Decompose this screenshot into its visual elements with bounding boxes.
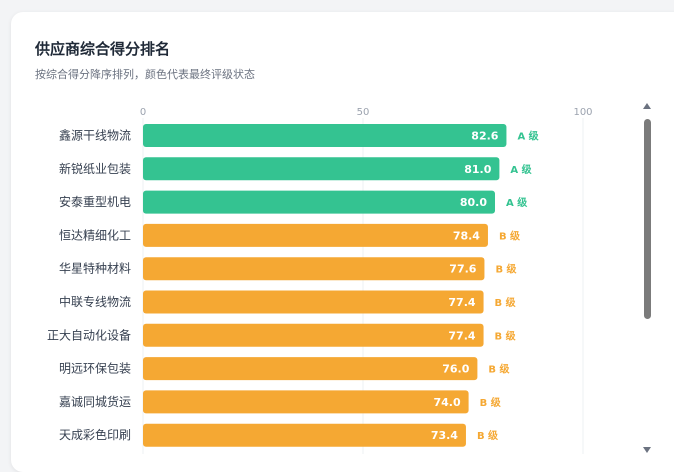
bar-value-label: 81.0 [464, 163, 491, 176]
category-label: 明远环保包装 [59, 362, 131, 376]
chart-scrollbar[interactable] [643, 103, 652, 454]
bar [143, 157, 500, 181]
x-tick-label: 100 [573, 107, 592, 118]
bar-value-label: 74.0 [433, 396, 460, 409]
x-tick-label: 0 [140, 107, 146, 118]
category-label: 安泰重型机电 [59, 194, 131, 209]
bar [143, 190, 495, 214]
bar [143, 223, 488, 247]
bar-value-label: 76.0 [442, 363, 469, 376]
bar-value-label: 77.4 [448, 296, 475, 309]
chart-subtitle: 按综合得分降序排列，颜色代表最终评级状态 [35, 68, 255, 81]
scrollbar-thumb[interactable] [644, 119, 651, 319]
bar [143, 423, 466, 447]
grade-label: B 级 [477, 429, 499, 442]
bar [143, 390, 469, 414]
grade-label: B 级 [495, 296, 517, 309]
scroll-up-arrow-icon[interactable] [643, 103, 651, 109]
category-label: 华星特种材料 [59, 261, 131, 276]
x-tick-label: 50 [357, 107, 370, 118]
bar [143, 124, 507, 147]
grade-label: B 级 [488, 363, 510, 376]
grade-label: B 级 [495, 263, 517, 276]
chart-title: 供应商综合得分排名 [35, 40, 171, 58]
bar-value-label: 80.0 [460, 196, 487, 209]
category-label: 正大自动化设备 [47, 328, 131, 342]
scroll-down-arrow-icon[interactable] [643, 447, 651, 453]
category-label: 恒达精细化工 [59, 228, 131, 242]
grade-label: A 级 [510, 163, 532, 176]
bar-value-label: 82.6 [471, 130, 498, 143]
category-label: 鑫源干线物流 [59, 128, 131, 143]
bar [143, 357, 478, 381]
bar [143, 323, 484, 347]
grade-label: B 级 [495, 329, 517, 342]
grade-label: A 级 [506, 196, 528, 209]
bar-value-label: 77.4 [448, 329, 475, 342]
bar [143, 290, 484, 314]
category-label: 新锐纸业包装 [59, 161, 131, 176]
bar [143, 257, 485, 281]
grade-label: B 级 [480, 396, 502, 409]
category-label: 嘉诚同城货运 [59, 394, 131, 409]
bar-value-label: 73.4 [431, 429, 458, 442]
category-label: 中联专线物流 [59, 294, 131, 309]
grade-label: A 级 [517, 130, 539, 143]
bar-value-label: 78.4 [453, 229, 480, 242]
bar-value-label: 77.6 [449, 263, 476, 276]
category-label: 天成彩色印刷 [59, 428, 131, 442]
grade-label: B 级 [499, 229, 521, 242]
